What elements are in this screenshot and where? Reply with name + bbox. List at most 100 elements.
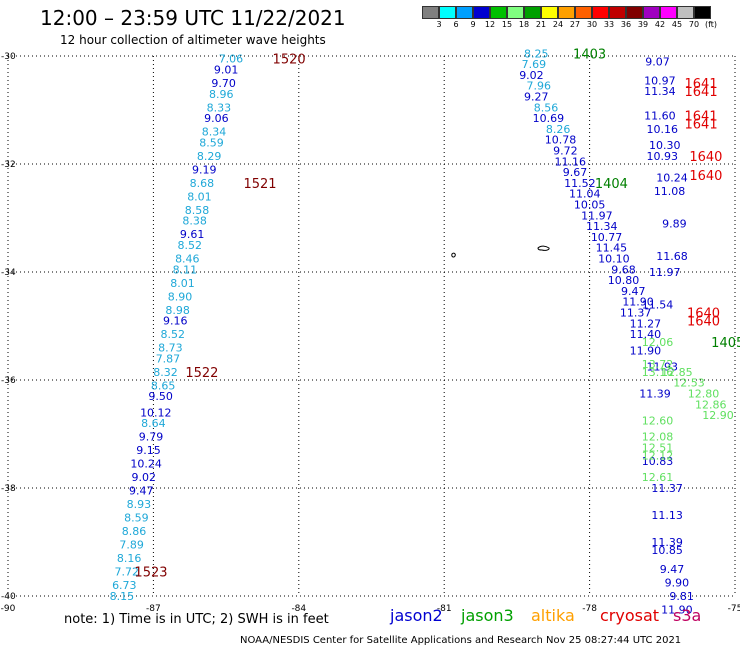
wave-height-value: 9.02: [131, 471, 156, 484]
wave-height-value: 11.04: [569, 188, 601, 201]
wave-height-value: 11.93: [647, 361, 679, 374]
wave-height-value: 8.96: [209, 88, 234, 101]
colorbar-label: 24: [552, 20, 564, 29]
colorbar-label: 36: [620, 20, 632, 29]
wave-height-value: 10.24: [656, 172, 688, 185]
wave-height-value: 9.89: [662, 217, 687, 230]
colorbar-label: 15: [501, 20, 513, 29]
colorbar-label: 6: [453, 20, 459, 29]
wave-height-value: 13.72: [642, 358, 674, 371]
wave-height-value: 9.47: [660, 563, 685, 576]
colorbar-label: 27: [569, 20, 581, 29]
colorbar-swatch: [677, 6, 694, 19]
wave-height-value: 10.16: [647, 123, 679, 136]
axis-ticks: -90 -87 -84 -81 -78 -75 -30 -32 -34 -36 -38 -40: [1, 52, 740, 614]
pass-number-label: 1640: [689, 150, 722, 165]
wave-height-value: 11.08: [654, 185, 686, 198]
wave-height-value: 12.08: [642, 431, 674, 444]
colorbar-swatch: [575, 6, 592, 19]
lat-tick-label: -40: [1, 592, 16, 602]
lon-tick-label: -78: [582, 604, 597, 614]
colorbar-swatch: [660, 6, 677, 19]
wave-height-value: 9.72: [553, 145, 578, 158]
colorbar-label: 21: [535, 20, 547, 29]
wave-height-value: 8.46: [175, 253, 200, 266]
wave-height-value: 9.07: [645, 55, 670, 68]
wave-height-value: 10.69: [533, 112, 565, 125]
wave-height-value: 8.93: [127, 498, 152, 511]
wave-height-value: 8.86: [122, 525, 147, 538]
wave-height-value: 9.16: [163, 315, 188, 328]
wave-height-value: 9.50: [148, 390, 173, 403]
wave-height-value: 9.27: [524, 91, 549, 104]
wave-height-value: 12.53: [673, 377, 705, 390]
pass-number-label: 1640: [689, 169, 722, 184]
lat-tick-label: -34: [1, 268, 16, 278]
colorbar-label: 33: [603, 20, 615, 29]
wave-height-value: 9.47: [621, 285, 646, 298]
wave-height-value: 8.01: [187, 190, 212, 203]
colorbar-swatch: [507, 6, 524, 19]
colorbar-swatch: [541, 6, 558, 19]
wave-height-value: 11.90: [661, 604, 693, 617]
wave-height-value: 11.45: [596, 242, 628, 255]
wave-height-value: 8.58: [185, 204, 210, 217]
wave-height-value: 8.90: [168, 290, 193, 303]
wave-height-value: 10.30: [649, 139, 681, 152]
wave-height-value: 8.34: [202, 126, 227, 139]
wave-height-value: 11.90: [622, 296, 654, 309]
wave-height-value: 11.52: [564, 177, 596, 190]
wave-height-value: 11.37: [651, 482, 683, 495]
colorbar-swatch: [439, 6, 456, 19]
colorbar-label: 70: [688, 20, 700, 29]
pass-number-label: 1640: [687, 307, 720, 322]
wave-height-value: 8.26: [546, 123, 571, 136]
wave-height-value: 12.61: [642, 471, 674, 484]
wave-height-value: 9.02: [519, 69, 544, 82]
colorbar-swatch: [626, 6, 643, 19]
wave-height-value: 9.47: [129, 485, 154, 498]
wave-height-value: 8.59: [199, 136, 224, 149]
wave-height-value: 11.97: [581, 209, 613, 222]
legend-item-jason2: jason2: [390, 606, 443, 625]
pass-number-label: 1641: [685, 109, 718, 124]
colorbar-swatch: [694, 6, 711, 19]
pass-number-label: 1523: [134, 566, 167, 581]
colorbar-swatch: [524, 6, 541, 19]
wave-height-value: 9.81: [669, 590, 694, 603]
wave-height-value: 8.15: [110, 590, 135, 603]
wave-height-value: 10.97: [644, 74, 676, 87]
wave-height-value: 10.85: [651, 544, 683, 557]
wave-height-value: 11.27: [630, 317, 662, 330]
pass-number-label: 1641: [685, 85, 718, 100]
legend-item-cryosat: cryosat: [600, 606, 660, 625]
wave-height-value: 10.12: [140, 406, 172, 419]
wave-height-value: 8.52: [161, 328, 186, 341]
wave-height-value: 8.16: [117, 552, 142, 565]
wave-height-value: 11.90: [630, 344, 662, 357]
wave-height-value: 11.16: [554, 155, 586, 168]
wave-height-value: 11.39: [639, 388, 671, 401]
wave-height-value: 12.51: [642, 442, 674, 455]
wave-height-value: 12.80: [688, 388, 720, 401]
colorbar-swatch: [558, 6, 575, 19]
wave-height-value: 12.86: [695, 398, 727, 411]
wave-height-value: 11.13: [651, 509, 683, 522]
wave-height-value: 11.54: [642, 298, 674, 311]
pass-number-label: 1641: [685, 77, 718, 92]
wave-height-value: 6.73: [112, 579, 137, 592]
lon-tick-label: -81: [437, 604, 452, 614]
island-outline: [451, 252, 456, 258]
lon-tick-label: -75: [728, 604, 740, 614]
legend-item-s3a: s3a: [673, 606, 702, 625]
lon-tick-label: -90: [1, 604, 16, 614]
wave-height-value: 10.05: [574, 199, 606, 212]
wave-height-value: 12.60: [642, 415, 674, 428]
map-title: 12:00 – 23:59 UTC 11/22/2021: [40, 6, 346, 30]
wave-height-value: 9.01: [214, 64, 239, 77]
wave-height-value: 11.39: [651, 536, 683, 549]
pass-number-label: 1403: [573, 47, 606, 62]
footer-note: note: 1) Time is in UTC; 2) SWH is in fe…: [64, 612, 329, 627]
wave-height-value: 8.25: [524, 47, 549, 60]
wave-height-value: 8.56: [534, 101, 559, 114]
